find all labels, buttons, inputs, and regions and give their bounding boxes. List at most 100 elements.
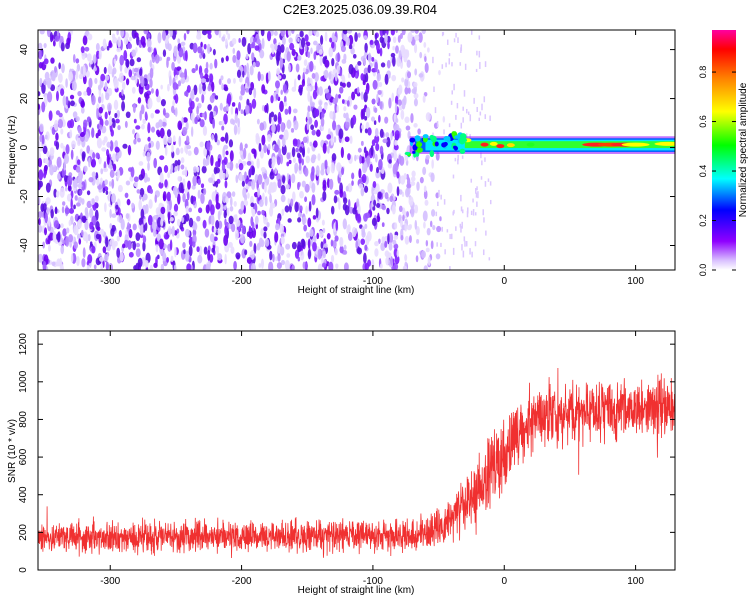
noise-cell	[242, 187, 247, 199]
noise-cell	[89, 221, 94, 230]
noise-cell	[286, 253, 291, 258]
noise-cell	[394, 222, 398, 230]
noise-cell	[321, 255, 324, 266]
noise-cell	[460, 122, 463, 129]
noise-cell	[104, 75, 110, 81]
noise-cell	[400, 44, 406, 55]
noise-cell	[190, 126, 194, 137]
noise-cell	[44, 212, 48, 224]
noise-cell	[142, 241, 146, 252]
noise-cell	[259, 122, 265, 131]
noise-cell	[379, 47, 383, 57]
noise-cell	[310, 47, 313, 54]
noise-cell	[174, 188, 178, 199]
noise-cell	[450, 100, 453, 105]
noise-cell	[55, 141, 60, 150]
noise-cell	[147, 97, 153, 109]
noise-cell	[167, 43, 172, 51]
noise-cell	[82, 35, 88, 46]
noise-cell	[63, 175, 68, 183]
noise-cell	[384, 116, 389, 124]
noise-cell	[364, 244, 368, 251]
signal-cell	[415, 141, 423, 148]
noise-cell	[481, 103, 483, 111]
noise-cell	[432, 56, 434, 64]
noise-cell	[330, 162, 336, 174]
noise-cell	[69, 129, 73, 139]
noise-cell	[197, 46, 203, 54]
noise-cell	[73, 224, 79, 236]
noise-cell	[154, 54, 160, 64]
noise-cell	[329, 37, 333, 43]
noise-cell	[363, 213, 368, 222]
noise-cell	[461, 221, 463, 229]
noise-cell	[127, 240, 132, 250]
noise-cell	[298, 87, 303, 94]
noise-cell	[366, 231, 372, 242]
noise-cell	[288, 159, 292, 165]
noise-cell	[474, 241, 477, 247]
noise-cell	[249, 43, 255, 49]
noise-cell	[401, 77, 405, 83]
noise-cell	[80, 46, 85, 54]
noise-cell	[186, 30, 190, 35]
noise-cell	[75, 58, 80, 64]
noise-cell	[47, 91, 53, 103]
noise-cell	[261, 209, 265, 216]
noise-cell	[320, 76, 324, 82]
noise-cell	[387, 182, 393, 194]
noise-cell	[477, 191, 479, 199]
noise-cell	[235, 219, 241, 227]
noise-cell	[331, 153, 337, 162]
noise-cell	[60, 245, 65, 255]
noise-cell	[378, 238, 381, 244]
noise-cell	[60, 128, 64, 135]
noise-cell	[456, 102, 459, 109]
noise-cell	[225, 170, 229, 178]
noise-cell	[316, 232, 320, 240]
noise-cell	[134, 32, 139, 38]
noise-cell	[182, 242, 186, 249]
noise-cell	[286, 161, 290, 167]
noise-cell	[144, 111, 148, 120]
noise-cell	[266, 221, 270, 228]
noise-cell	[44, 134, 48, 140]
noise-cell	[462, 117, 464, 123]
noise-cell	[89, 241, 93, 246]
noise-cell	[171, 225, 175, 237]
noise-cell	[376, 72, 382, 82]
noise-cell	[113, 99, 119, 111]
noise-cell	[274, 223, 280, 231]
signal-cell	[412, 150, 416, 154]
noise-cell	[306, 119, 310, 131]
noise-cell	[260, 239, 265, 248]
noise-cell	[222, 147, 226, 158]
noise-cell	[229, 118, 235, 125]
noise-cell	[174, 74, 179, 81]
noise-cell	[290, 198, 294, 207]
spectrogram-marks	[38, 30, 675, 270]
noise-cell	[133, 67, 139, 73]
noise-cell	[52, 231, 57, 243]
noise-cell	[159, 127, 165, 139]
noise-cell	[484, 181, 487, 187]
noise-cell	[195, 97, 200, 102]
noise-cell	[192, 42, 198, 54]
noise-cell	[436, 121, 439, 128]
noise-cell	[239, 95, 243, 101]
noise-cell	[214, 95, 219, 100]
noise-cell	[146, 33, 151, 39]
noise-cell	[376, 93, 379, 104]
noise-cell	[57, 73, 63, 83]
noise-cell	[364, 42, 368, 53]
noise-cell	[414, 219, 418, 230]
noise-cell	[111, 193, 116, 204]
noise-cell	[164, 179, 168, 188]
noise-cell	[390, 30, 396, 36]
noise-cell	[298, 163, 302, 171]
noise-cell	[374, 107, 378, 113]
noise-cell	[314, 108, 320, 117]
colorbar: 0.0 0.2 0.4 0.6 0.8 Normalized spectral ampl…	[698, 30, 749, 276]
noise-cell	[132, 223, 137, 231]
noise-cell	[128, 228, 133, 239]
